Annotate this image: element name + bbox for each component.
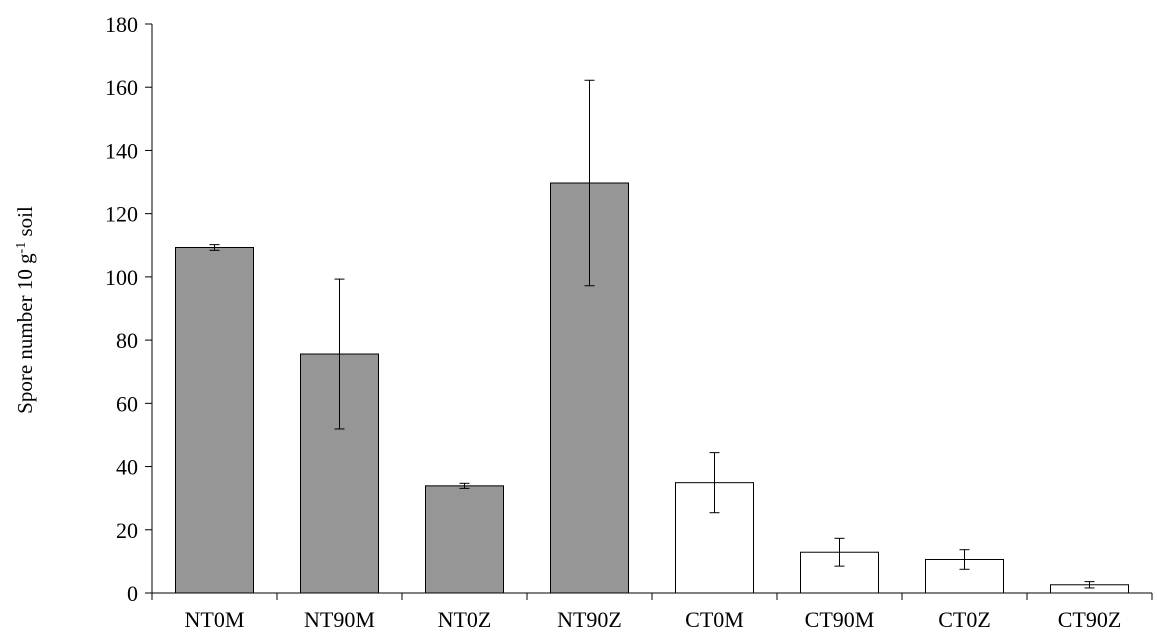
y-tick-label: 120 (105, 202, 138, 227)
x-tick-label-nt90z: NT90Z (557, 607, 622, 632)
y-axis-title: Spore number 10 g-1 soil (13, 206, 37, 414)
y-axis-title-suffix: soil (13, 206, 37, 242)
error-bar-nt90z (584, 79, 595, 287)
x-tick-label-nt0m: NT0M (185, 607, 245, 632)
y-tick-label: 180 (105, 12, 138, 37)
error-bar-ct90z (1084, 581, 1095, 589)
error-bar-nt90m (334, 278, 345, 430)
bar-nt90m (300, 353, 379, 594)
y-tick-label: 40 (116, 455, 138, 480)
x-tick-label-nt90m: NT90M (304, 607, 375, 632)
bar-nt0m (175, 246, 254, 594)
error-bar-nt0m (209, 244, 220, 251)
y-tick-label: 100 (105, 265, 138, 290)
y-axis: 0 20 40 60 80 100 120 140 160 180 (105, 12, 153, 606)
y-tick-label: 140 (105, 138, 138, 163)
y-tick-label: 80 (116, 328, 138, 353)
x-tick-label-ct90m: CT90M (805, 607, 875, 632)
y-tick-label: 20 (116, 518, 138, 543)
error-bars (209, 79, 1095, 589)
x-axis: NT0M NT90M NT0Z NT90Z CT0M CT90M CT0Z CT90Z (151, 592, 1153, 632)
y-tick-label: 0 (127, 581, 138, 606)
y-tick-label: 160 (105, 75, 138, 100)
bars (175, 182, 1129, 594)
x-tick-label-ct0m: CT0M (685, 607, 744, 632)
bar-nt0z (425, 485, 504, 594)
y-axis-title-main: Spore number 10 g (13, 253, 37, 414)
y-axis-title-superscript: -1 (14, 242, 29, 254)
x-tick-label-ct0z: CT0Z (938, 607, 991, 632)
x-tick-label-ct90z: CT90Z (1058, 607, 1122, 632)
error-bar-ct0m (709, 452, 720, 514)
x-tick-label-nt0z: NT0Z (438, 607, 492, 632)
error-bar-ct90m (834, 537, 845, 567)
error-bar-nt0z (459, 482, 470, 489)
error-bar-ct0z (959, 549, 970, 570)
y-tick-label: 60 (116, 391, 138, 416)
